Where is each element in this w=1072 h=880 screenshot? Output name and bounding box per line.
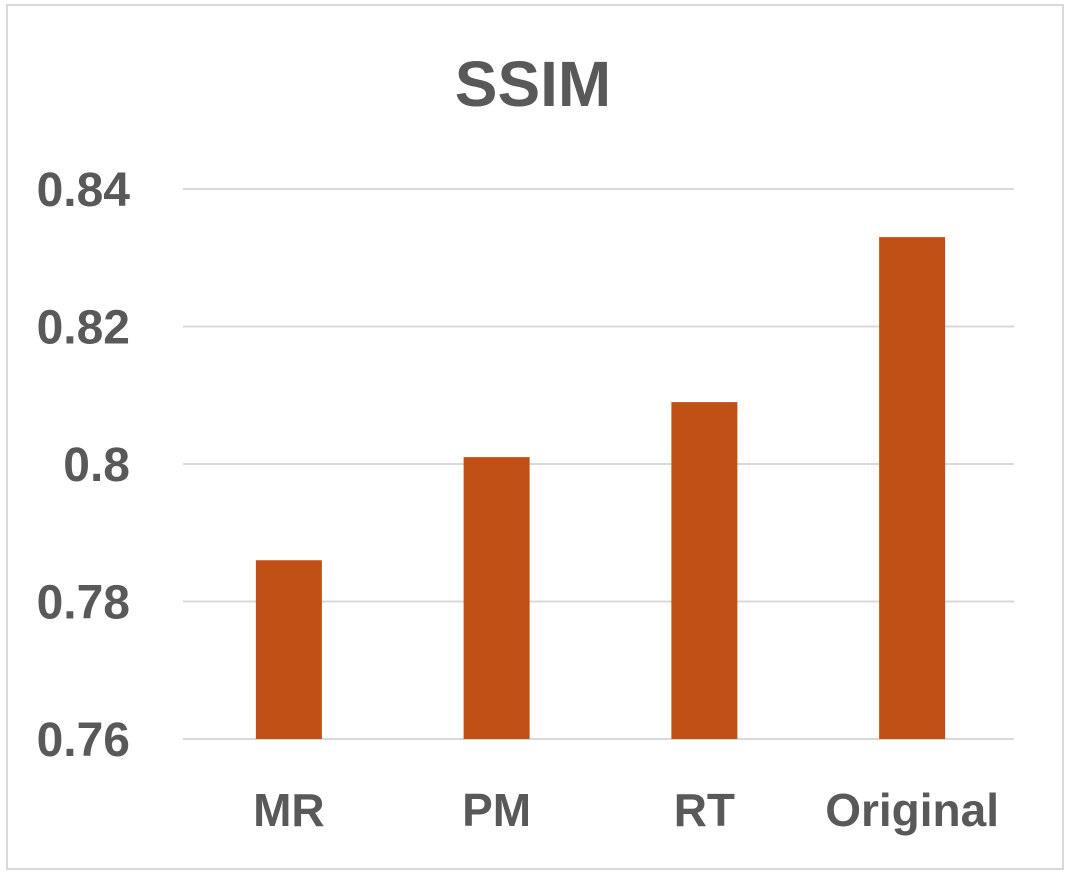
bar-original bbox=[879, 237, 946, 739]
bar-rt bbox=[671, 402, 738, 739]
y-tick-label: 0.8 bbox=[63, 439, 130, 492]
x-axis-category-labels: MR PM RT Original bbox=[253, 784, 999, 836]
chart-title: SSIM bbox=[455, 48, 611, 120]
x-category-label: MR bbox=[253, 784, 325, 836]
x-category-label: Original bbox=[825, 784, 999, 836]
bar-pm bbox=[463, 457, 530, 739]
y-tick-label: 0.76 bbox=[37, 714, 130, 767]
y-axis-tick-labels: 0.76 0.78 0.8 0.82 0.84 bbox=[37, 164, 131, 767]
y-tick-label: 0.84 bbox=[37, 164, 131, 217]
y-tick-label: 0.78 bbox=[37, 577, 130, 630]
x-category-label: RT bbox=[674, 784, 735, 836]
x-category-label: PM bbox=[462, 784, 531, 836]
bars bbox=[255, 237, 946, 739]
bar-mr bbox=[255, 560, 322, 739]
y-tick-label: 0.82 bbox=[37, 302, 130, 355]
